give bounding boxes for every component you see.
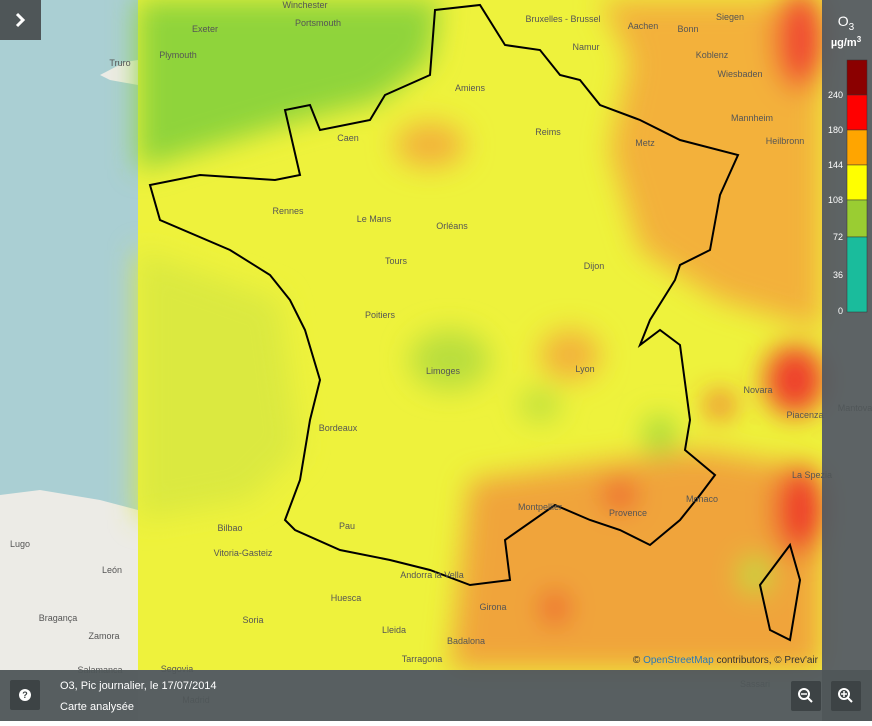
unit-sup: 3	[857, 35, 862, 44]
legend-swatch	[846, 129, 868, 166]
city-label: Soria	[242, 615, 263, 625]
legend-swatch	[846, 59, 868, 96]
city-label: Dijon	[584, 261, 605, 271]
city-label: Rennes	[272, 206, 304, 216]
legend-tick-label: 240	[828, 90, 843, 100]
city-label: La Spezia	[792, 470, 832, 480]
city-label: Truro	[109, 58, 130, 68]
city-label: Huesca	[331, 593, 362, 603]
city-label: Pau	[339, 521, 355, 531]
city-label: Reims	[535, 127, 561, 137]
city-label: Montpellier	[518, 502, 562, 512]
land	[100, 60, 138, 85]
city-label: Amiens	[455, 83, 486, 93]
legend-tick-label: 180	[828, 125, 843, 135]
map-subcaption: Carte analysée	[60, 701, 134, 713]
title-base: O	[838, 13, 849, 29]
city-label: Portsmouth	[295, 18, 341, 28]
city-label: Le Mans	[357, 214, 392, 224]
title-sub: 3	[849, 22, 855, 33]
city-label: Tarragona	[402, 654, 443, 664]
city-label: Lyon	[575, 364, 594, 374]
city-label: Bruxelles - Brussel	[525, 14, 600, 24]
land	[0, 490, 138, 721]
city-label: Lugo	[10, 539, 30, 549]
city-label: Badalona	[447, 636, 485, 646]
city-label: Girona	[479, 602, 506, 612]
map-caption: O3, Pic journalier, le 17/07/2014	[60, 680, 217, 692]
city-label: Vitoria-Gasteiz	[214, 548, 273, 558]
help-icon: ?	[22, 690, 28, 700]
help-button[interactable]: ?	[10, 680, 40, 710]
city-label: León	[102, 565, 122, 575]
city-label: Winchester	[282, 0, 327, 10]
legend: 240 180 144 108 72 36 0	[828, 59, 868, 316]
city-label: Monaco	[686, 494, 718, 504]
city-label: Wiesbaden	[717, 69, 762, 79]
city-label: Piacenza	[786, 410, 823, 420]
zoom-in-button[interactable]	[831, 681, 861, 711]
city-label: Mannheim	[731, 113, 773, 123]
attribution-suffix: contributors, © Prev'air	[716, 655, 818, 666]
legend-swatch	[846, 199, 868, 238]
legend-tick-label: 36	[833, 270, 843, 280]
city-label: Bonn	[677, 24, 698, 34]
city-label: Limoges	[426, 366, 461, 376]
city-label: Namur	[572, 42, 599, 52]
city-label: Tours	[385, 256, 408, 266]
city-label: Heilbronn	[766, 136, 805, 146]
france-border	[148, 3, 740, 587]
city-label: Metz	[635, 138, 655, 148]
ozone-field	[138, 0, 825, 670]
city-labels: Winchester Portsmouth Exeter Plymouth Truro B…	[10, 0, 872, 705]
city-label: Bordeaux	[319, 423, 358, 433]
city-label: Provence	[609, 508, 647, 518]
city-label: Exeter	[192, 24, 218, 34]
legend-tick-label: 0	[838, 306, 843, 316]
legend-tick-label: 108	[828, 195, 843, 205]
city-label: Siegen	[716, 12, 744, 22]
city-label: Caen	[337, 133, 359, 143]
city-label: Segovia	[161, 664, 194, 674]
city-label: Novara	[743, 385, 772, 395]
city-label: Poitiers	[365, 310, 396, 320]
city-label: Lleida	[382, 625, 406, 635]
city-label: Aachen	[628, 21, 659, 31]
legend-unit: µg/m3	[831, 35, 862, 49]
city-label: Orléans	[436, 221, 468, 231]
legend-tick-label: 144	[828, 160, 843, 170]
legend-swatch	[846, 94, 868, 131]
legend-swatch	[846, 236, 868, 313]
legend-title: O3	[838, 13, 855, 33]
city-label: Zamora	[88, 631, 119, 641]
city-label: Koblenz	[696, 50, 729, 60]
corsica-border	[758, 542, 802, 642]
city-label: Bragança	[39, 613, 78, 623]
zoom-out-button[interactable]	[791, 681, 821, 711]
legend-swatch	[846, 164, 868, 201]
unit-base: µg/m	[831, 37, 857, 49]
legend-tick-label: 72	[833, 232, 843, 242]
osm-link[interactable]: OpenStreetMap	[643, 655, 714, 666]
attribution-prefix: ©	[633, 655, 641, 666]
footer-bar	[0, 670, 872, 721]
city-label: Andorra la Vella	[400, 570, 464, 580]
attribution: © OpenStreetMap contributors, © Prev'air	[633, 655, 819, 666]
sidebar-toggle[interactable]	[0, 0, 41, 40]
city-label: Bilbao	[217, 523, 242, 533]
city-label: Plymouth	[159, 50, 197, 60]
